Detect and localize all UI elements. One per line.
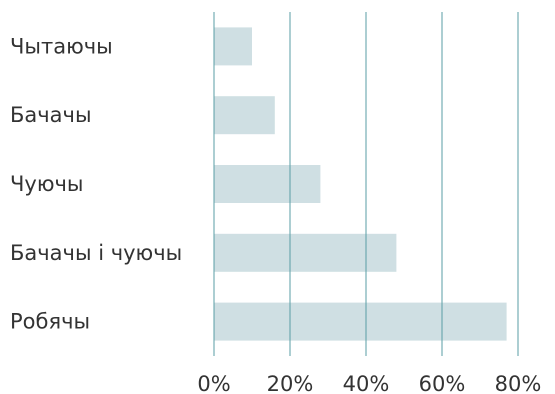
category-label-4: Робячы xyxy=(10,310,90,334)
x-tick-labels: 0% 20% 40% 60% 80% xyxy=(197,372,541,394)
bar-3 xyxy=(214,233,397,272)
grid-lines xyxy=(213,12,519,356)
x-tick-label-0: 0% xyxy=(197,372,230,394)
category-labels: Чытаючы Бачачы Чуючы Бачачы і чуючы Робячы xyxy=(10,34,182,333)
category-label-3: Бачачы і чуючы xyxy=(10,241,182,265)
x-tick-label-2: 40% xyxy=(343,372,390,394)
x-tick-label-4: 80% xyxy=(495,372,542,394)
bar-4 xyxy=(214,302,507,341)
bar-2 xyxy=(214,165,321,203)
x-tick-label-1: 20% xyxy=(267,372,314,394)
bars xyxy=(214,27,507,341)
category-label-0: Чытаючы xyxy=(10,34,113,58)
x-tick-label-3: 60% xyxy=(419,372,466,394)
bar-1 xyxy=(214,96,275,135)
category-label-1: Бачачы xyxy=(10,103,92,127)
bar-0 xyxy=(214,27,252,66)
category-label-2: Чуючы xyxy=(10,172,84,196)
